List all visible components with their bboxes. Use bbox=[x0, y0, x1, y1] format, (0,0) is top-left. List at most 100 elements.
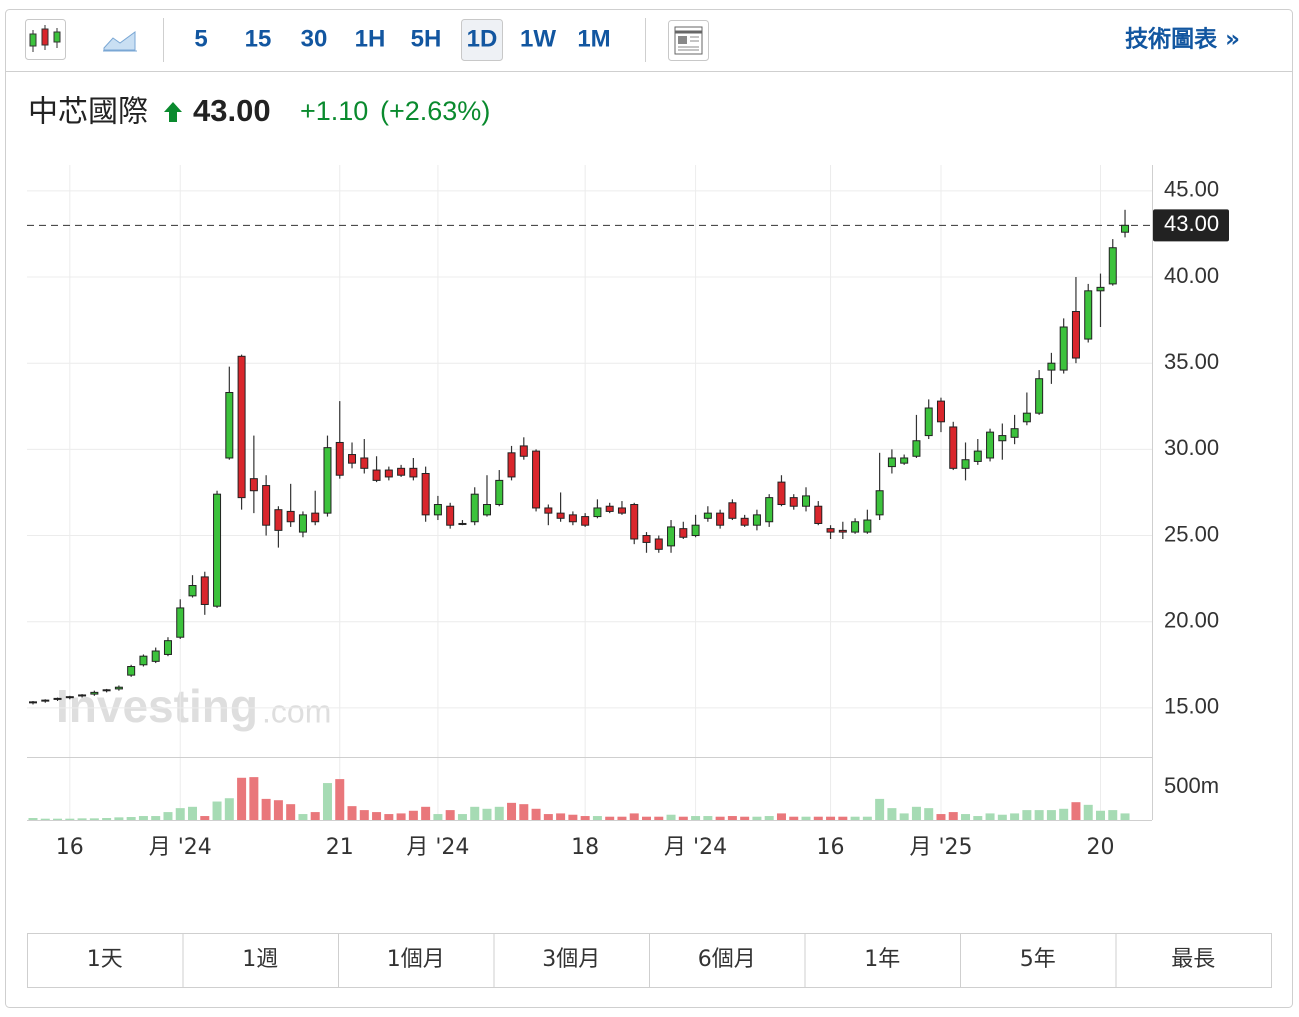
volume-bar bbox=[445, 810, 455, 820]
volume-bar bbox=[89, 818, 99, 820]
candle-body bbox=[802, 495, 811, 507]
volume-bar bbox=[507, 802, 517, 820]
candle-body bbox=[495, 479, 504, 506]
volume-bar bbox=[1108, 810, 1118, 820]
volume-bar bbox=[1010, 813, 1020, 820]
candle-body bbox=[691, 524, 700, 537]
volume-bar bbox=[801, 816, 811, 820]
y-tick-label: 30.00 bbox=[1164, 435, 1219, 460]
range-button-label[interactable]: 6個月 bbox=[698, 947, 756, 972]
range-button-label[interactable]: 1個月 bbox=[387, 947, 445, 972]
volume-bar bbox=[126, 817, 136, 820]
range-button[interactable] bbox=[27, 933, 184, 988]
watermark: .com bbox=[262, 693, 331, 729]
volume-bar bbox=[519, 804, 529, 820]
range-button-label[interactable]: 最長 bbox=[1171, 947, 1215, 972]
volume-bar bbox=[102, 818, 112, 820]
volume-bar bbox=[985, 813, 995, 820]
volume-bar bbox=[1046, 810, 1056, 820]
volume-bar bbox=[973, 816, 983, 820]
volume-bar bbox=[298, 814, 308, 820]
volume-bar bbox=[1083, 804, 1093, 820]
last-price: 43.00 bbox=[193, 93, 271, 128]
candle-body bbox=[1022, 412, 1031, 423]
range-button-label[interactable]: 3個月 bbox=[542, 947, 600, 972]
interval-button[interactable]: 1M bbox=[577, 25, 610, 52]
volume-tick-label: 500m bbox=[1164, 773, 1219, 798]
volume-bar bbox=[740, 816, 750, 820]
range-button[interactable] bbox=[182, 933, 339, 988]
technical-chart-link[interactable]: 技術圖表 » bbox=[1125, 26, 1240, 53]
candle-body bbox=[900, 457, 909, 464]
candle-body bbox=[1059, 326, 1068, 371]
candlestick-icon[interactable] bbox=[25, 19, 66, 60]
candle-body bbox=[114, 686, 123, 690]
interval-button[interactable]: 1D bbox=[467, 25, 498, 52]
candle-body bbox=[593, 507, 602, 518]
volume-bar bbox=[200, 816, 210, 820]
volume-bar bbox=[224, 798, 234, 820]
interval-button[interactable]: 1H bbox=[355, 25, 386, 52]
range-button-label[interactable]: 1天 bbox=[87, 947, 123, 972]
candle-body bbox=[875, 490, 884, 516]
range-button[interactable] bbox=[804, 933, 961, 988]
volume-bar bbox=[961, 814, 971, 820]
volume-bar bbox=[114, 817, 124, 820]
interval-button[interactable]: 5 bbox=[194, 25, 207, 52]
x-tick-label: 月 '25 bbox=[909, 835, 972, 860]
interval-button[interactable]: 30 bbox=[301, 25, 328, 52]
range-button-label[interactable]: 1週 bbox=[242, 947, 278, 972]
candle-body bbox=[237, 355, 246, 499]
volume-bar bbox=[617, 816, 627, 820]
interval-button[interactable]: 1W bbox=[520, 25, 556, 52]
candle-body bbox=[826, 528, 835, 533]
volume-bar bbox=[531, 808, 541, 820]
candle-body bbox=[482, 504, 491, 516]
candle-body bbox=[630, 504, 639, 540]
volume-bar bbox=[887, 808, 897, 820]
volume-bar bbox=[40, 818, 50, 820]
range-button[interactable] bbox=[1115, 933, 1272, 988]
volume-bar bbox=[592, 816, 602, 820]
volume-bar bbox=[372, 812, 382, 820]
candle-body bbox=[384, 469, 393, 478]
volume-bar bbox=[826, 816, 836, 820]
candle-body bbox=[176, 607, 185, 638]
candle-body bbox=[348, 454, 357, 464]
interval-button[interactable]: 5H bbox=[411, 25, 442, 52]
volume-bar bbox=[899, 813, 909, 820]
volume-bar bbox=[163, 812, 173, 820]
candle-body bbox=[961, 459, 970, 469]
volume-bar bbox=[654, 816, 664, 820]
candle-body bbox=[90, 691, 99, 695]
x-tick-label: 月 '24 bbox=[664, 835, 727, 860]
range-button[interactable] bbox=[338, 933, 495, 988]
volume-bar bbox=[948, 812, 958, 820]
candle-body bbox=[789, 497, 798, 507]
candle-body bbox=[777, 481, 786, 506]
volume-bar bbox=[924, 808, 934, 820]
range-button[interactable] bbox=[960, 933, 1117, 988]
volume-bar bbox=[273, 800, 283, 820]
candle-body bbox=[532, 450, 541, 509]
range-button-label[interactable]: 1年 bbox=[864, 947, 900, 972]
volume-bar bbox=[65, 818, 75, 820]
layout-icon[interactable] bbox=[668, 20, 709, 61]
y-tick-label: 45.00 bbox=[1164, 177, 1219, 202]
range-button[interactable] bbox=[649, 933, 806, 988]
candle-body bbox=[519, 445, 528, 457]
candle-body bbox=[851, 521, 860, 533]
volume-bar bbox=[237, 777, 247, 820]
volume-bar bbox=[1034, 810, 1044, 820]
candle-body bbox=[949, 426, 958, 469]
candle-body bbox=[163, 640, 172, 655]
candle-body bbox=[654, 538, 663, 550]
candle-body bbox=[642, 535, 651, 543]
candle-body bbox=[360, 457, 369, 469]
line-chart-icon[interactable] bbox=[103, 31, 137, 52]
range-button-label[interactable]: 5年 bbox=[1020, 947, 1056, 972]
x-tick-label: 月 '24 bbox=[149, 835, 212, 860]
candle-body bbox=[397, 467, 406, 476]
interval-button[interactable]: 15 bbox=[245, 25, 272, 52]
